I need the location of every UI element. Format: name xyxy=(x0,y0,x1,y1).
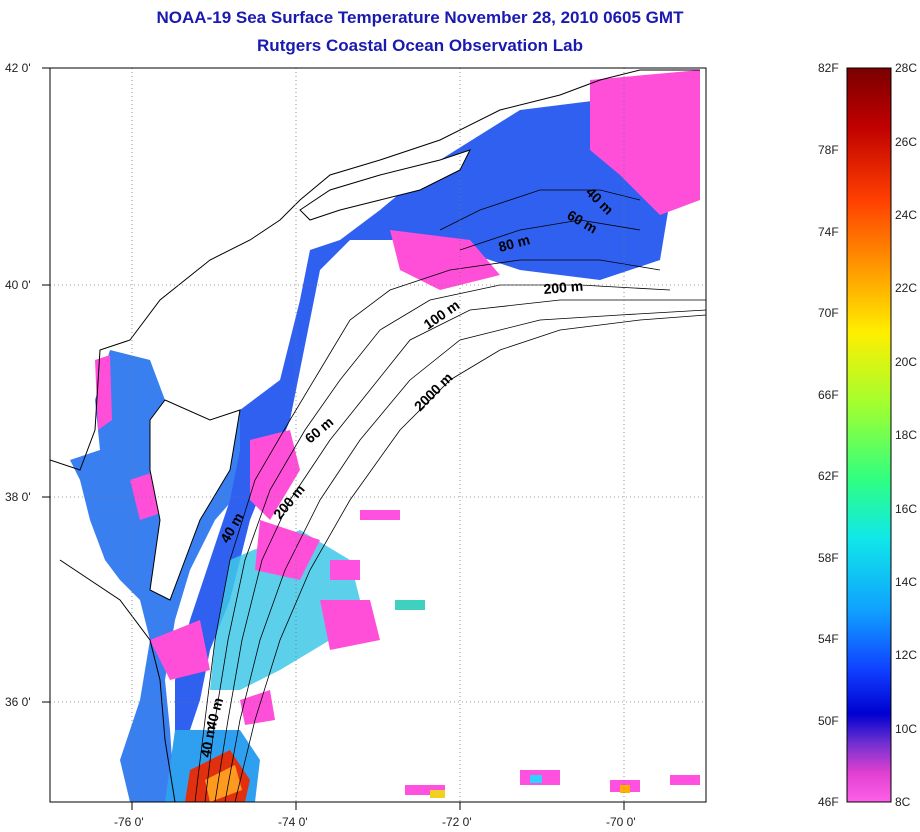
svg-text:14C: 14C xyxy=(895,575,917,589)
svg-text:50F: 50F xyxy=(818,714,839,728)
bathymetry-contours xyxy=(194,189,706,802)
lon-label: -72 0' xyxy=(442,815,472,829)
lat-label: 38 0' xyxy=(5,490,31,504)
lon-label: -70 0' xyxy=(606,815,636,829)
colorbar xyxy=(846,67,892,803)
lon-label: -76 0' xyxy=(114,815,144,829)
svg-text:26C: 26C xyxy=(895,135,917,149)
svg-text:16C: 16C xyxy=(895,502,917,516)
svg-text:18C: 18C xyxy=(895,428,917,442)
lat-label: 36 0' xyxy=(5,695,31,709)
map-title: NOAA-19 Sea Surface Temperature November… xyxy=(156,8,684,27)
svg-text:82F: 82F xyxy=(818,61,839,75)
shelf-water xyxy=(175,100,670,730)
svg-text:28C: 28C xyxy=(895,61,917,75)
warm-core-inner xyxy=(205,765,242,802)
svg-text:58F: 58F xyxy=(818,551,839,565)
svg-text:8C: 8C xyxy=(895,795,911,809)
contour-label: 200 m xyxy=(543,278,584,297)
offshore-cyan xyxy=(210,530,360,690)
delmarva xyxy=(149,399,241,601)
svg-text:74F: 74F xyxy=(818,225,839,239)
svg-text:22C: 22C xyxy=(895,281,917,295)
colorbar-f-labels: 82F 78F 74F 70F 66F 62F 58F 54F 50F 46F xyxy=(818,61,839,809)
graticule xyxy=(50,68,706,802)
svg-text:46F: 46F xyxy=(818,795,839,809)
svg-text:66F: 66F xyxy=(818,388,839,402)
map-frame xyxy=(49,67,707,803)
contour-label: 80 m xyxy=(497,231,532,255)
svg-text:20C: 20C xyxy=(895,355,917,369)
map-area: 40 m 60 m 80 m 200 m 100 m 2000 m 60 m 2… xyxy=(50,68,706,802)
lat-label: 40 0' xyxy=(5,278,31,292)
colorbar-c-labels: 28C 26C 24C 22C 20C 18C 16C 14C 12C 10C … xyxy=(895,61,917,809)
svg-text:24C: 24C xyxy=(895,208,917,222)
svg-text:54F: 54F xyxy=(818,632,839,646)
svg-text:78F: 78F xyxy=(818,143,839,157)
contour-label: 40 m xyxy=(197,724,218,758)
svg-text:70F: 70F xyxy=(818,306,839,320)
svg-text:62F: 62F xyxy=(818,469,839,483)
lat-label: 42 0' xyxy=(5,61,31,75)
axis-ticks xyxy=(42,67,625,810)
south-specks xyxy=(330,510,700,798)
map-subtitle: Rutgers Coastal Ocean Observation Lab xyxy=(257,36,583,55)
lon-label: -74 0' xyxy=(278,815,308,829)
contour-label: 40 m xyxy=(202,696,226,731)
svg-text:10C: 10C xyxy=(895,722,917,736)
cloud-patches xyxy=(95,70,700,725)
long-island xyxy=(299,149,471,221)
coastline xyxy=(50,69,700,471)
svg-text:12C: 12C xyxy=(895,648,917,662)
